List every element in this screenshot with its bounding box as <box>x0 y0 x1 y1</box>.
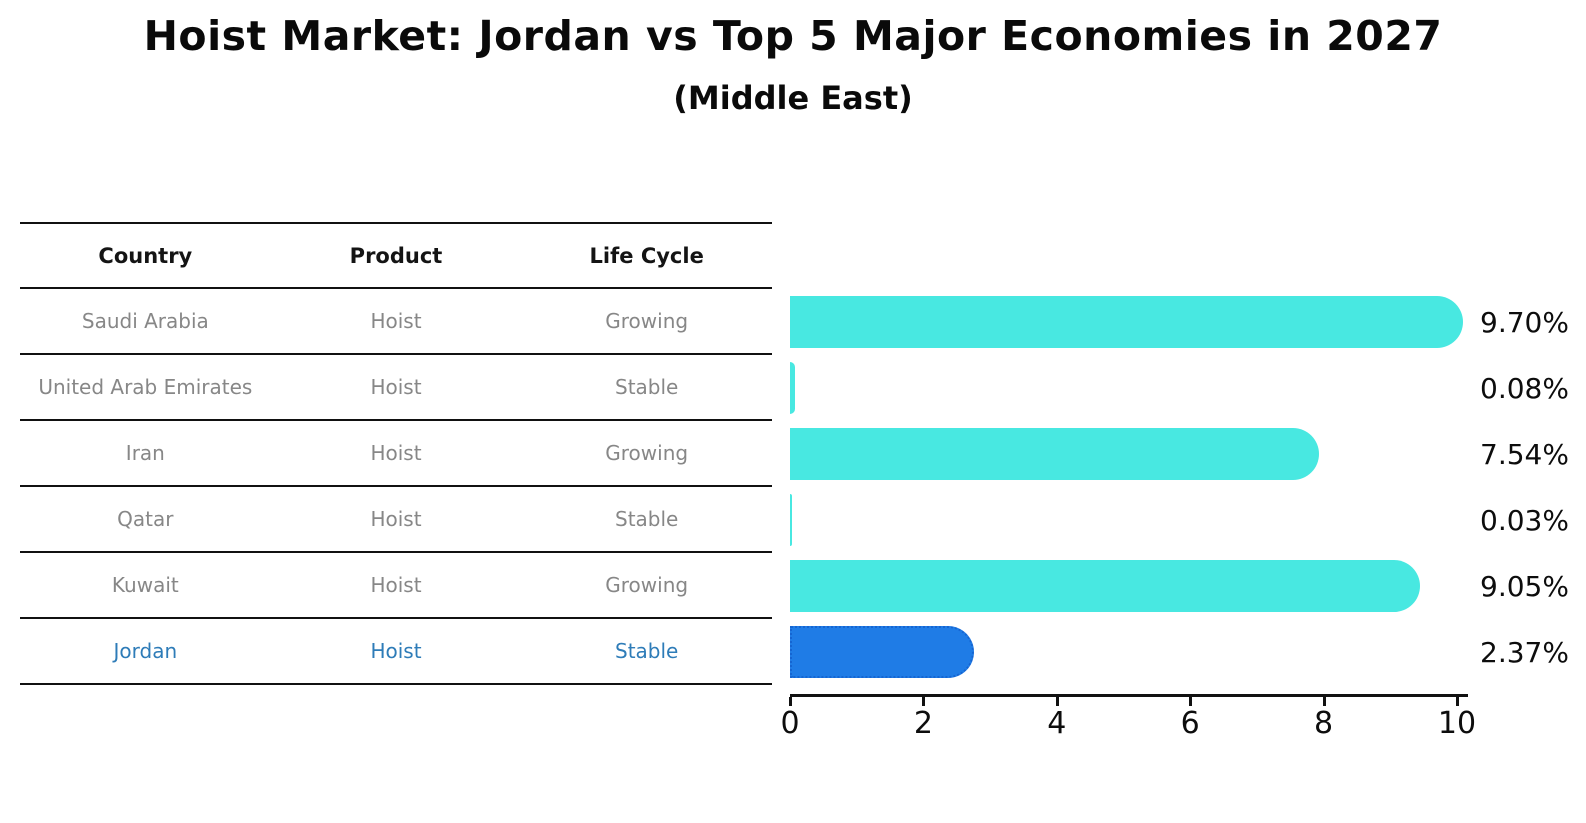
cell-country: Iran <box>125 441 165 465</box>
bar <box>790 428 1319 480</box>
x-axis-tick-label: 6 <box>1180 706 1200 741</box>
x-axis-tick-mark <box>1322 697 1326 706</box>
cell-country: Saudi Arabia <box>81 309 209 333</box>
x-axis-tick-label: 10 <box>1437 706 1477 741</box>
chart-title: Hoist Market: Jordan vs Top 5 Major Econ… <box>143 12 1443 60</box>
x-axis-tick-label: 0 <box>780 706 800 741</box>
cell-lifecycle: Stable <box>615 375 679 399</box>
bar-row: 2.37% <box>790 619 1569 685</box>
bar <box>790 362 796 414</box>
cell-lifecycle: Growing <box>605 573 689 597</box>
table-row: United Arab Emirates Hoist Stable <box>20 355 772 421</box>
table-row: Qatar Hoist Stable <box>20 487 772 553</box>
cell-product: Hoist <box>370 507 422 531</box>
x-axis-tick-mark <box>922 697 926 706</box>
table-header-row: Country Product Life Cycle <box>20 224 772 289</box>
x-axis-tick-mark <box>1456 697 1459 706</box>
x-axis-tick-label: 8 <box>1314 706 1334 741</box>
column-header-product: Product <box>349 243 443 268</box>
cell-country: Kuwait <box>111 573 179 597</box>
bar-rows: 9.70% 0.08% 7.54% 0.03% 9.05% 2.37% <box>790 289 1569 685</box>
cell-lifecycle: Growing <box>605 309 689 333</box>
cell-product: Hoist <box>370 639 422 663</box>
bar <box>790 296 1463 348</box>
bar-value-label: 9.05% <box>1480 569 1569 603</box>
x-axis-tick-mark <box>1189 697 1193 706</box>
cell-lifecycle: Stable <box>615 639 679 663</box>
bar-row: 9.70% <box>790 289 1569 355</box>
bar-row: 9.05% <box>790 553 1569 619</box>
bar-row: 0.08% <box>790 355 1569 421</box>
bar <box>790 494 792 546</box>
bar-highlighted <box>790 626 975 678</box>
bar-value-label: 7.54% <box>1480 437 1569 471</box>
bar-row: 0.03% <box>790 487 1569 553</box>
bar-value-label: 9.70% <box>1480 305 1569 339</box>
cell-product: Hoist <box>370 375 422 399</box>
x-axis-tick-label: 2 <box>913 706 933 741</box>
table-body: Saudi Arabia Hoist Growing United Arab Emir… <box>20 289 772 685</box>
cell-lifecycle: Growing <box>605 441 689 465</box>
x-axis-tick-mark <box>1055 697 1059 706</box>
comparison-table: Country Product Life Cycle Saudi Arabia H… <box>20 222 772 685</box>
x-axis-line <box>790 694 1468 697</box>
cell-country: United Arab Emirates <box>38 375 253 399</box>
table-row: Jordan Hoist Stable <box>20 619 772 685</box>
bar-value-label: 0.03% <box>1480 503 1569 537</box>
cell-product: Hoist <box>370 573 422 597</box>
column-header-lifecycle: Life Cycle <box>589 243 704 268</box>
bar-value-label: 0.08% <box>1480 371 1569 405</box>
cell-country: Qatar <box>117 507 174 531</box>
x-axis-tick-mark <box>789 697 792 706</box>
table-row: Iran Hoist Growing <box>20 421 772 487</box>
cell-country: Jordan <box>113 639 178 663</box>
cell-lifecycle: Stable <box>615 507 679 531</box>
bar-row: 7.54% <box>790 421 1569 487</box>
x-axis-tick-label: 4 <box>1047 706 1067 741</box>
chart-subtitle: (Middle East) <box>673 79 913 117</box>
bar-chart: 9.70% 0.08% 7.54% 0.03% 9.05% 2.37% 0 2 4 6 8 10 <box>780 289 1569 769</box>
bar <box>790 560 1420 612</box>
cell-product: Hoist <box>370 309 422 333</box>
table-row: Kuwait Hoist Growing <box>20 553 772 619</box>
cell-product: Hoist <box>370 441 422 465</box>
bar-value-label: 2.37% <box>1480 635 1569 669</box>
table-row: Saudi Arabia Hoist Growing <box>20 289 772 355</box>
column-header-country: Country <box>98 243 193 268</box>
